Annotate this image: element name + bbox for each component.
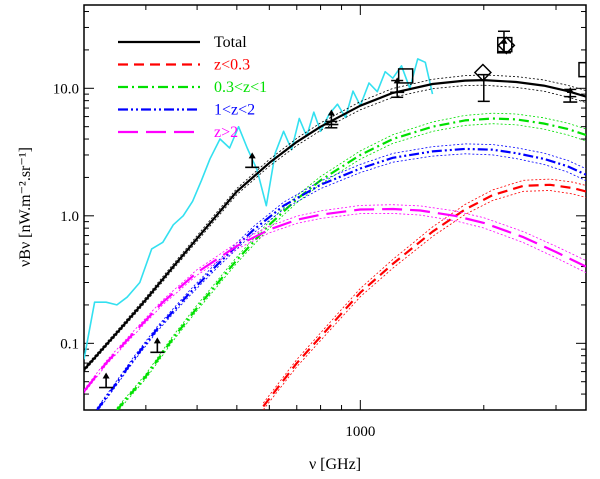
series-0-3-z-1-band [116,112,586,409]
legend: Total z<0.3 0.3<z<1 1<z<2 z>2 [118,34,267,141]
series-1-z-2-band [96,143,586,409]
series-0-3-z-1 [116,117,586,410]
legend-label-total: Total [214,34,247,51]
y-tick-label: 10.0 [53,81,79,97]
square-point [397,68,414,84]
series-1-z-2-band [97,153,586,410]
plot-frame [83,4,587,411]
y-axis-label: νBν [nW.m⁻².sr⁻¹] [17,147,34,267]
legend-label-0-3-z-1: 0.3<z<1 [214,79,267,96]
square-point [578,61,586,78]
diamond-point [473,63,492,82]
series-z-0-3-band [262,178,586,404]
series-total-band [84,84,586,372]
series-total-band [84,74,586,369]
limit-arrow [153,337,161,344]
series-z-0-3-band [262,190,586,410]
legend-label-z-0-3: z<0.3 [214,57,250,74]
legend-label-1-z-2: 1<z<2 [214,102,255,119]
y-tick-label: 1.0 [60,209,79,225]
y-tick-label: 0.1 [60,336,79,352]
limit-arrow [248,152,256,159]
limit-arrow [566,87,574,94]
series-z-2-band [84,204,586,390]
square-point [497,36,513,53]
series-z-0-3 [262,183,586,408]
series-z-2-band [84,212,586,394]
limit-arrow [102,372,110,379]
series-observed-spectrum [84,58,434,360]
axis-ticks [84,5,586,411]
legend-label-z-2: z>2 [214,124,238,141]
x-tick-label: 1000 [345,424,375,440]
series-total [84,78,586,371]
series-0-3-z-1-band [118,123,586,410]
series-1-z-2 [96,147,586,410]
x-axis-label: ν [GHz] [309,456,361,473]
limit-arrow [327,109,335,116]
series-z-2 [84,207,586,393]
